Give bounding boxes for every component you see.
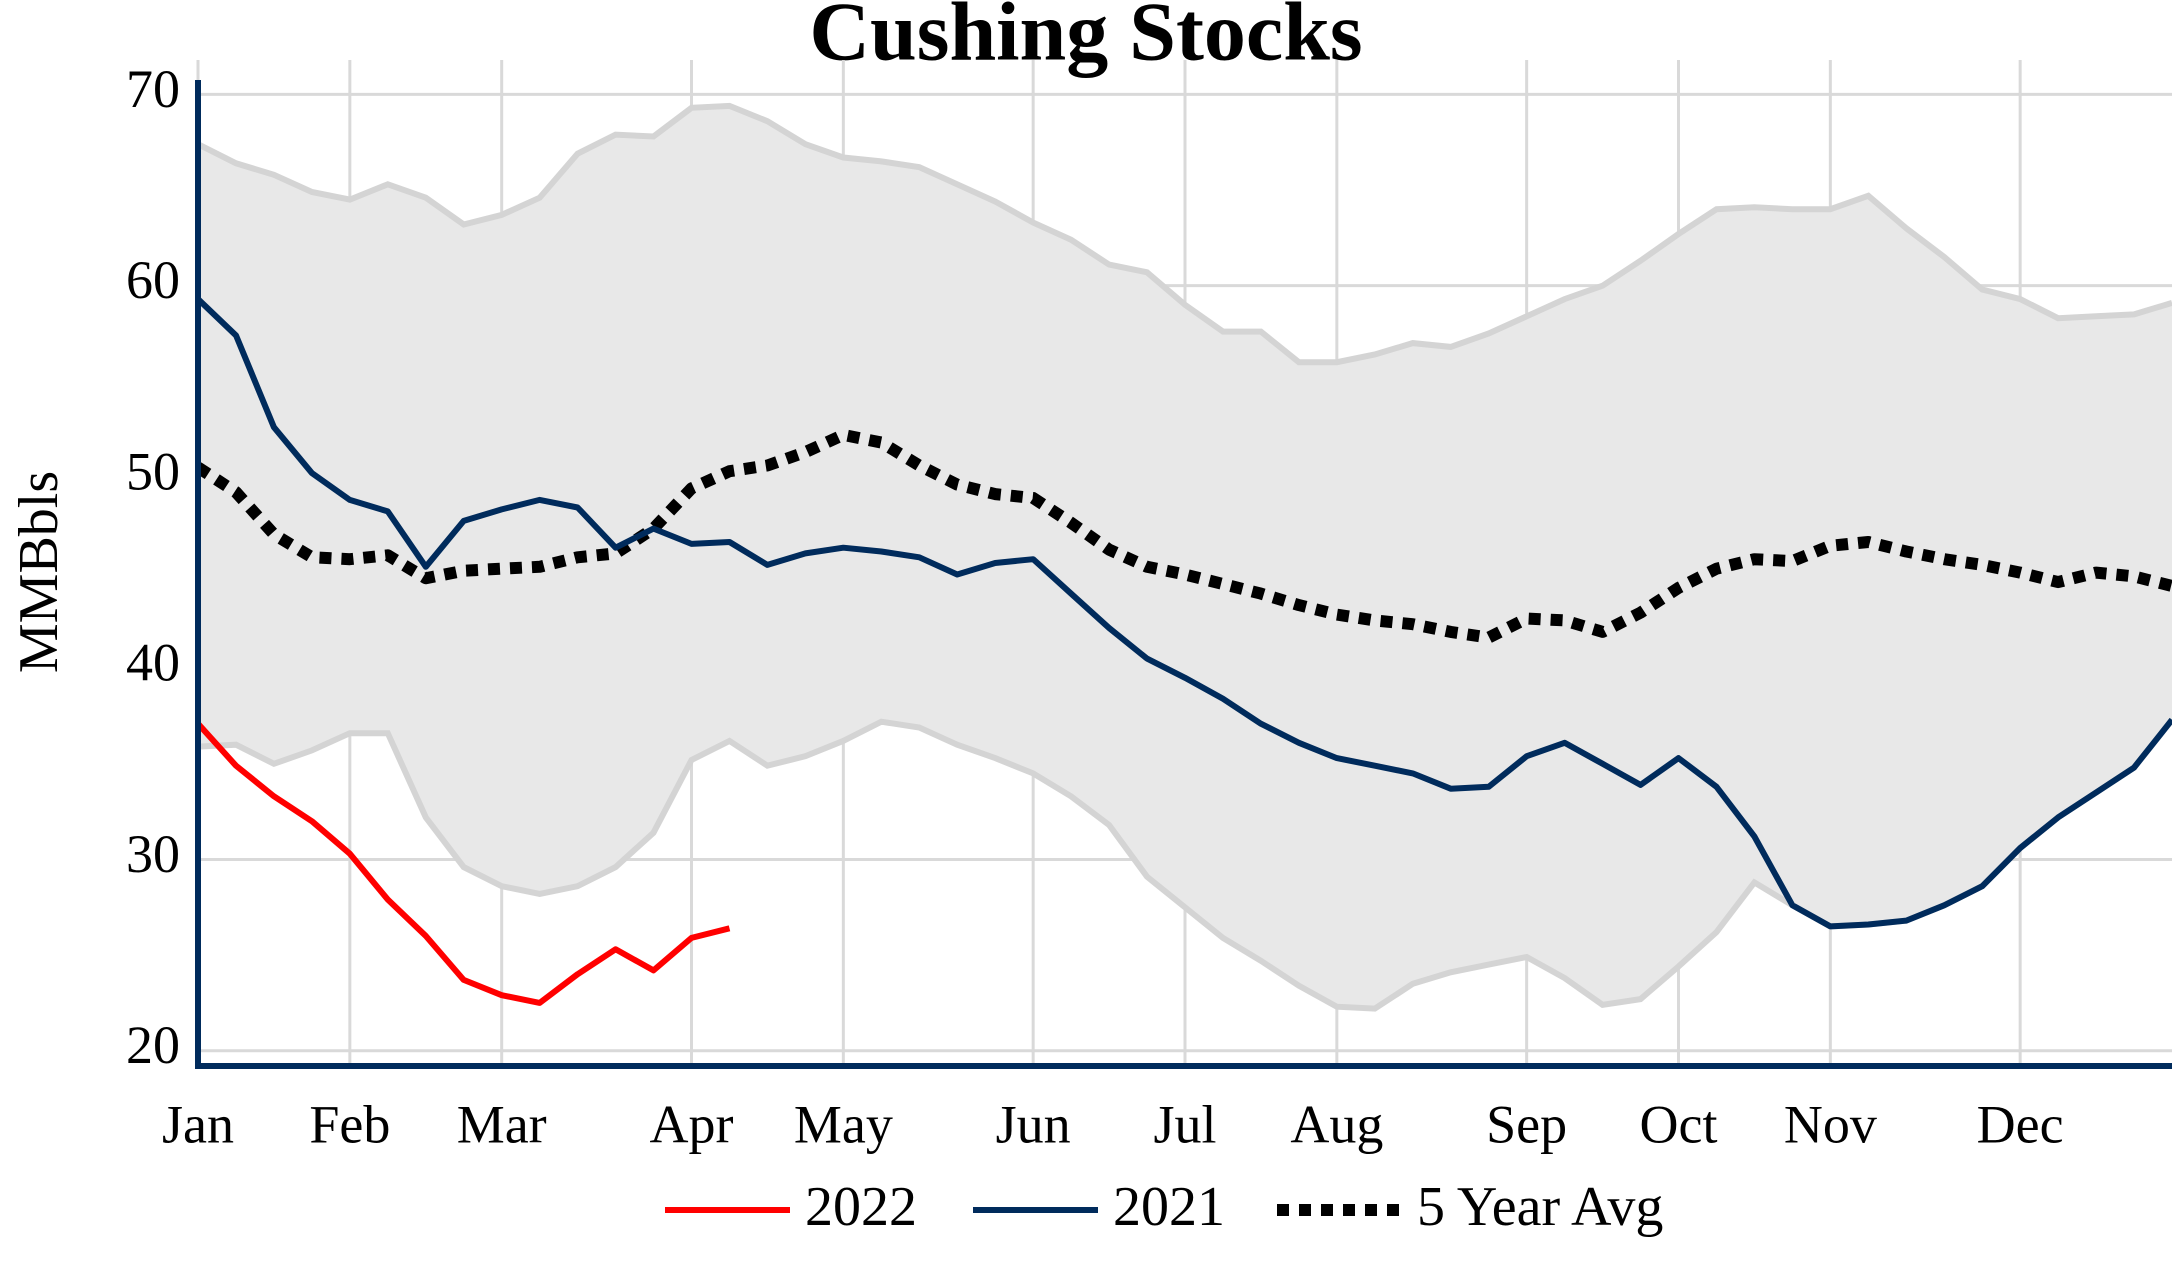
legend: 2022 2021 5 Year Avg	[665, 1176, 1663, 1238]
y-axis-label: MMBbls	[8, 471, 70, 673]
band-upper-edge	[198, 102, 2172, 366]
y-tick-label: 70	[126, 59, 180, 119]
series-line	[198, 428, 2172, 644]
plot-area	[198, 102, 2172, 1012]
legend-label: 2021	[1113, 1176, 1225, 1238]
x-tick-label: May	[794, 1094, 893, 1154]
y-tick-label: 50	[126, 441, 180, 501]
chart-title: Cushing Stocks	[809, 0, 1362, 78]
x-tick-label: Nov	[1784, 1094, 1877, 1154]
axes: 20 30 40 50 60 70 Jan Feb Mar Apr May Jun Jul Aug Sep O…	[126, 59, 2172, 1154]
legend-label: 5 Year Avg	[1417, 1176, 1663, 1238]
x-tick-label: Jul	[1153, 1094, 1216, 1154]
x-tick-label: Apr	[650, 1094, 734, 1154]
x-tick-label: Jun	[996, 1094, 1071, 1154]
x-tick-label: Mar	[457, 1094, 547, 1154]
range-band	[198, 105, 2172, 1009]
x-tick-label: Oct	[1640, 1094, 1718, 1154]
y-tick-label: 60	[126, 250, 180, 310]
x-tick-label: Aug	[1290, 1094, 1383, 1154]
series-line	[198, 296, 2172, 930]
x-tick-label: Dec	[1977, 1094, 2064, 1154]
x-tick-label: Feb	[309, 1094, 390, 1154]
y-tick-label: 40	[126, 633, 180, 693]
y-tick-label: 30	[126, 824, 180, 884]
series-line	[198, 721, 731, 1006]
y-tick-label: 20	[126, 1015, 180, 1075]
legend-label: 2022	[805, 1176, 917, 1238]
x-tick-label: Sep	[1486, 1094, 1567, 1154]
x-tick-label: Jan	[162, 1094, 234, 1154]
